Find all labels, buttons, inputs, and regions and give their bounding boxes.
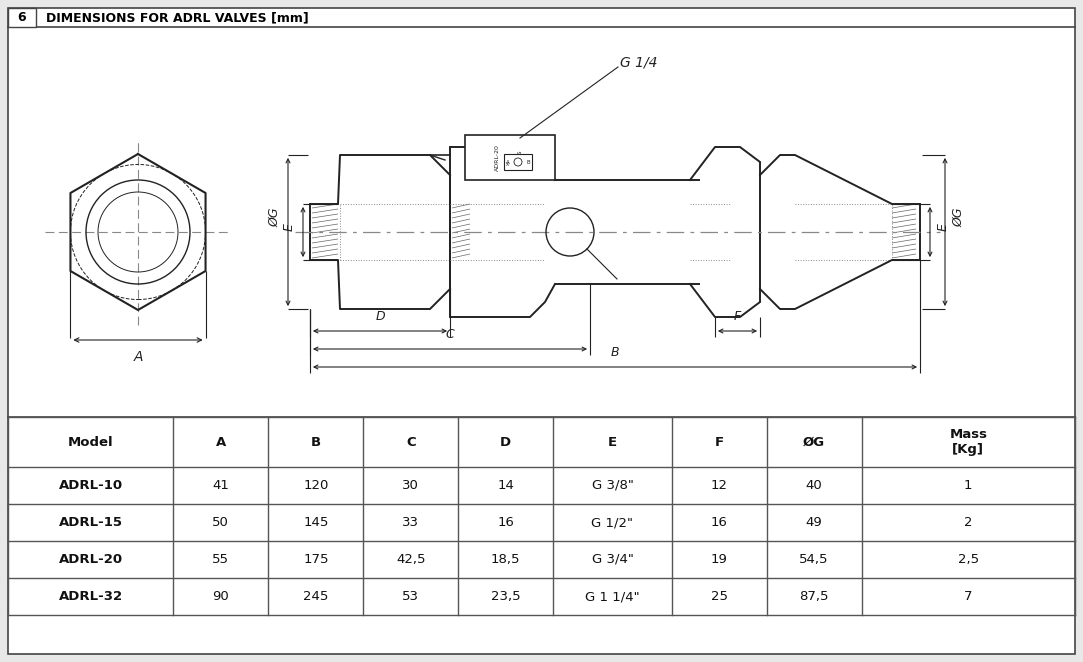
Text: 42,5: 42,5: [396, 553, 426, 566]
Text: 49: 49: [806, 516, 822, 529]
Text: 25: 25: [710, 590, 728, 603]
Text: 54,5: 54,5: [799, 553, 828, 566]
Text: 2,5: 2,5: [957, 553, 979, 566]
Text: 120: 120: [303, 479, 328, 492]
Text: 175: 175: [303, 553, 328, 566]
Text: C: C: [406, 436, 416, 448]
Text: A: A: [506, 160, 510, 164]
Text: 14: 14: [497, 479, 514, 492]
Text: ADRL-32: ADRL-32: [58, 590, 122, 603]
Text: A: A: [133, 350, 143, 364]
Text: ADRL-10: ADRL-10: [58, 479, 122, 492]
Text: E: E: [283, 223, 296, 231]
Text: G 1/2": G 1/2": [591, 516, 634, 529]
Text: 50: 50: [212, 516, 230, 529]
Text: 18,5: 18,5: [491, 553, 521, 566]
Text: 245: 245: [303, 590, 328, 603]
Text: G 3/8": G 3/8": [591, 479, 634, 492]
Bar: [8, 8, 36, 27]
Text: B: B: [611, 346, 619, 359]
Text: 16: 16: [710, 516, 728, 529]
Text: 41: 41: [212, 479, 230, 492]
Text: F: F: [715, 436, 723, 448]
Text: 30: 30: [403, 479, 419, 492]
Text: 1: 1: [964, 479, 973, 492]
Text: D: D: [375, 310, 384, 323]
Text: A: A: [216, 436, 226, 448]
Text: 7: 7: [964, 590, 973, 603]
Text: D: D: [500, 436, 511, 448]
Text: ØG: ØG: [952, 207, 965, 227]
Text: E: E: [937, 223, 950, 231]
Text: E: E: [608, 436, 617, 448]
Text: 87,5: 87,5: [799, 590, 828, 603]
Text: 33: 33: [402, 516, 419, 529]
Text: G 1 1/4": G 1 1/4": [585, 590, 640, 603]
Text: 16: 16: [497, 516, 514, 529]
Text: 55: 55: [212, 553, 230, 566]
Text: 40: 40: [806, 479, 822, 492]
Text: ØG: ØG: [804, 436, 825, 448]
Text: ADRL-20: ADRL-20: [58, 553, 122, 566]
Bar: [465, 135, 554, 180]
Text: X: X: [506, 162, 509, 167]
Text: ADRL-20: ADRL-20: [495, 144, 499, 171]
Text: 12: 12: [710, 479, 728, 492]
Text: Mass
[Kg]: Mass [Kg]: [950, 428, 988, 456]
Text: C: C: [445, 328, 455, 341]
Text: G 3/4": G 3/4": [591, 553, 634, 566]
Text: G 1/4: G 1/4: [619, 55, 657, 69]
Text: Model: Model: [68, 436, 114, 448]
Text: 23,5: 23,5: [491, 590, 521, 603]
Bar: [504, 154, 532, 170]
Text: ADRL-15: ADRL-15: [58, 516, 122, 529]
Text: 19: 19: [710, 553, 728, 566]
Text: 2: 2: [964, 516, 973, 529]
Text: F: F: [734, 310, 741, 323]
Text: B: B: [311, 436, 321, 448]
Text: 90: 90: [212, 590, 230, 603]
Text: B: B: [526, 160, 530, 164]
Text: ØG: ØG: [268, 207, 280, 227]
Text: ATOS: ATOS: [518, 149, 522, 166]
Text: DIMENSIONS FOR ADRL VALVES [mm]: DIMENSIONS FOR ADRL VALVES [mm]: [45, 11, 309, 24]
Text: 145: 145: [303, 516, 328, 529]
Text: 6: 6: [17, 11, 26, 24]
Text: 53: 53: [402, 590, 419, 603]
